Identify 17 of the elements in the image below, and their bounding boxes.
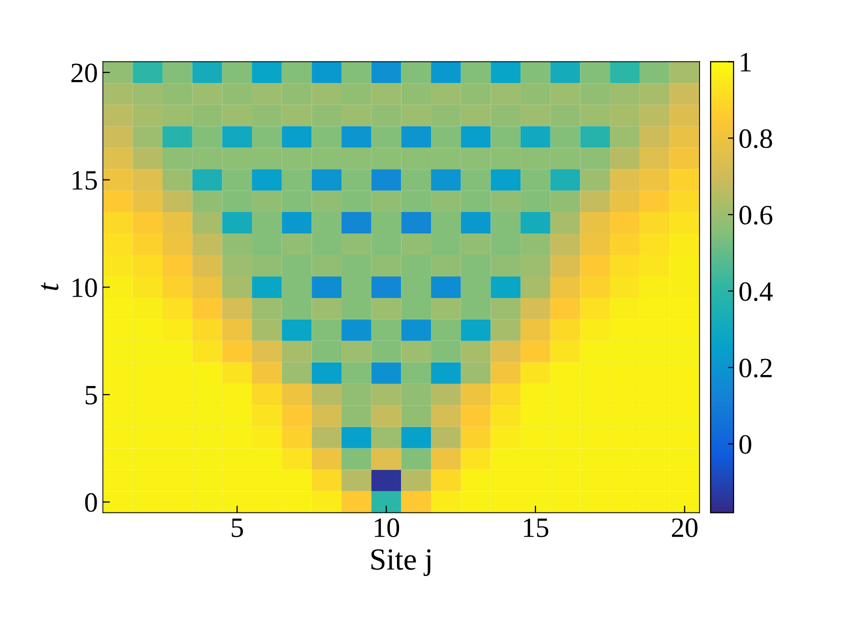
x-tick-label: 10 [374,518,400,538]
x-tick-label: 20 [672,518,698,538]
color-bar-label: 0.6 [739,206,772,225]
x-axis-title: Site j [371,549,430,576]
color-bar-label: 0.4 [739,282,773,302]
color-bar-label: 0.2 [739,358,772,378]
y-tick-label: 10 [72,278,97,298]
x-tick-label: 5 [232,518,243,538]
y-tick-label: 20 [71,64,97,82]
x-tick-label: 15 [524,518,548,538]
color-bar-label: 0 [739,435,752,454]
y-tick-label: 15 [72,171,97,190]
color-bar-label: 0.8 [739,129,772,148]
y-axis-title: t [40,282,58,290]
color-bar-label: 1 [740,53,751,72]
y-tick-label: 5 [86,386,97,405]
y-tick-label: 0 [85,493,97,512]
